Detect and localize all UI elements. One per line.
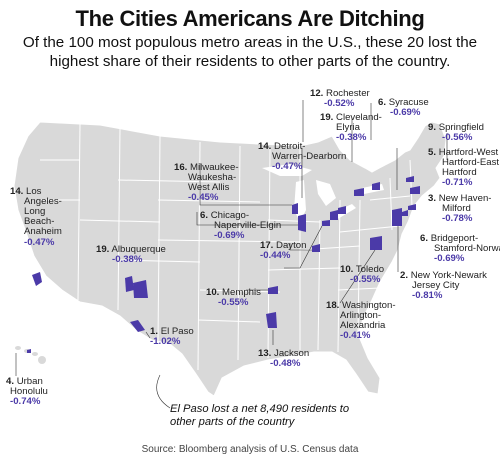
metro-region-milwaukee [292,203,298,214]
label-los-angeles-3: Long [24,206,45,217]
el-paso-annotation: El Paso lost a net 8,490 residents to ot… [170,403,350,428]
value-dayton: -0.44% [260,250,291,261]
label-bridgeport: 6. Bridgeport- [420,233,478,244]
value-toledo: -0.55% [350,274,381,285]
label-chicago-2: Naperville-Elgin [214,220,281,231]
value-milwaukee: -0.45% [188,192,219,203]
label-los-angeles-5: Anaheim [24,226,62,237]
label-chicago: 6. Chicago- [200,210,249,221]
label-albuquerque: 19. Albuquerque [96,244,166,255]
label-detroit-2: Warren-Dearborn [272,151,346,162]
metro-region-cleveland [338,206,346,214]
label-rochester: 12. Rochester [310,88,371,99]
label-bridgeport-2: Stamford-Norwalk [434,243,500,254]
metro-region-memphis [268,286,278,294]
metro-regions [27,176,420,353]
metro-region-springfield [406,176,414,182]
label-jackson: 13. Jackson [258,348,309,359]
value-new-york: -0.81% [412,290,443,301]
value-detroit: -0.47% [272,161,303,172]
value-new-haven: -0.78% [442,213,473,224]
metro-region-los-angeles [32,272,42,286]
label-el-paso: 1. El Paso [150,326,194,337]
label-new-york: 2. New York-Newark [400,270,487,281]
label-toledo: 10. Toledo [340,264,384,275]
label-hartford-2: Hartford-East [442,157,499,168]
label-honolulu-2: Honolulu [10,386,48,397]
label-hartford-3: Hartford [442,167,477,178]
page-subtitle: Of the 100 most populous metro areas in … [22,34,478,70]
metro-region-chicago [298,214,306,232]
lake-huron [316,180,336,206]
metro-region-new-york [392,208,402,226]
label-hartford: 5. Hartford-West [428,147,499,158]
metro-region-dayton [312,244,320,252]
value-memphis: -0.55% [218,297,249,308]
value-jackson: -0.48% [270,358,301,369]
label-los-angeles-4: Beach- [24,216,54,227]
value-el-paso: -1.02% [150,336,181,347]
metro-region-rochester [354,188,364,196]
metro-region-hartford [410,186,420,194]
label-cleveland: 19. Cleveland- [320,112,382,123]
metro-region-toledo [322,220,330,226]
leader-lines [15,100,448,409]
metro-region-albuquerque-2 [133,280,148,298]
value-honolulu: -0.74% [10,396,41,407]
label-springfield: 9. Springfield [428,122,484,133]
hawaii-islands [15,346,46,364]
metro-region-new-haven [408,204,416,210]
label-new-haven-2: Milford [442,203,471,214]
label-honolulu: 4. Urban [6,376,43,387]
value-springfield: -0.56% [442,132,473,143]
metro-labels: 12. Rochester -0.52% 6. Syracuse -0.69% … [6,88,500,407]
label-syracuse: 6. Syracuse [378,97,429,108]
value-hartford: -0.71% [442,177,473,188]
page-title: The Cities Americans Are Ditching [75,6,425,31]
label-milwaukee-3: West Allis [188,182,230,193]
label-new-haven: 3. New Haven- [428,193,491,204]
metro-region-honolulu [27,349,31,353]
value-washington: -0.41% [340,330,371,341]
label-milwaukee-2: Waukesha- [188,172,236,183]
label-milwaukee: 16. Milwaukee- [174,162,239,173]
metro-region-detroit [330,210,338,220]
metro-region-syracuse [372,182,380,190]
label-memphis: 10. Memphis [206,287,261,298]
label-los-angeles: 14. Los [10,186,42,197]
value-syracuse: -0.69% [390,107,421,118]
label-washington-3: Alexandria [340,320,386,331]
state-borders [40,123,413,371]
value-bridgeport: -0.69% [434,253,465,264]
label-los-angeles-2: Angeles- [24,196,62,207]
label-new-york-2: Jersey City [412,280,460,291]
metro-region-albuquerque [125,276,134,292]
source-note: Source: Bloomberg analysis of U.S. Censu… [141,444,359,455]
metro-region-el-paso [130,320,145,332]
label-cleveland-2: Elyria [336,122,361,133]
value-los-angeles: -0.47% [24,237,55,248]
label-washington: 18. Washington- [326,300,396,311]
value-rochester: -0.52% [324,98,355,109]
value-chicago: -0.69% [214,230,245,241]
label-dayton: 17. Dayton [260,240,306,251]
metro-region-bridgeport [402,210,408,216]
value-albuquerque: -0.38% [112,254,143,265]
metro-region-jackson [266,312,277,328]
label-washington-2: Arlington- [340,310,381,321]
metro-region-washington [370,236,382,250]
label-detroit: 14. Detroit- [258,141,305,152]
value-cleveland: -0.38% [336,132,367,143]
